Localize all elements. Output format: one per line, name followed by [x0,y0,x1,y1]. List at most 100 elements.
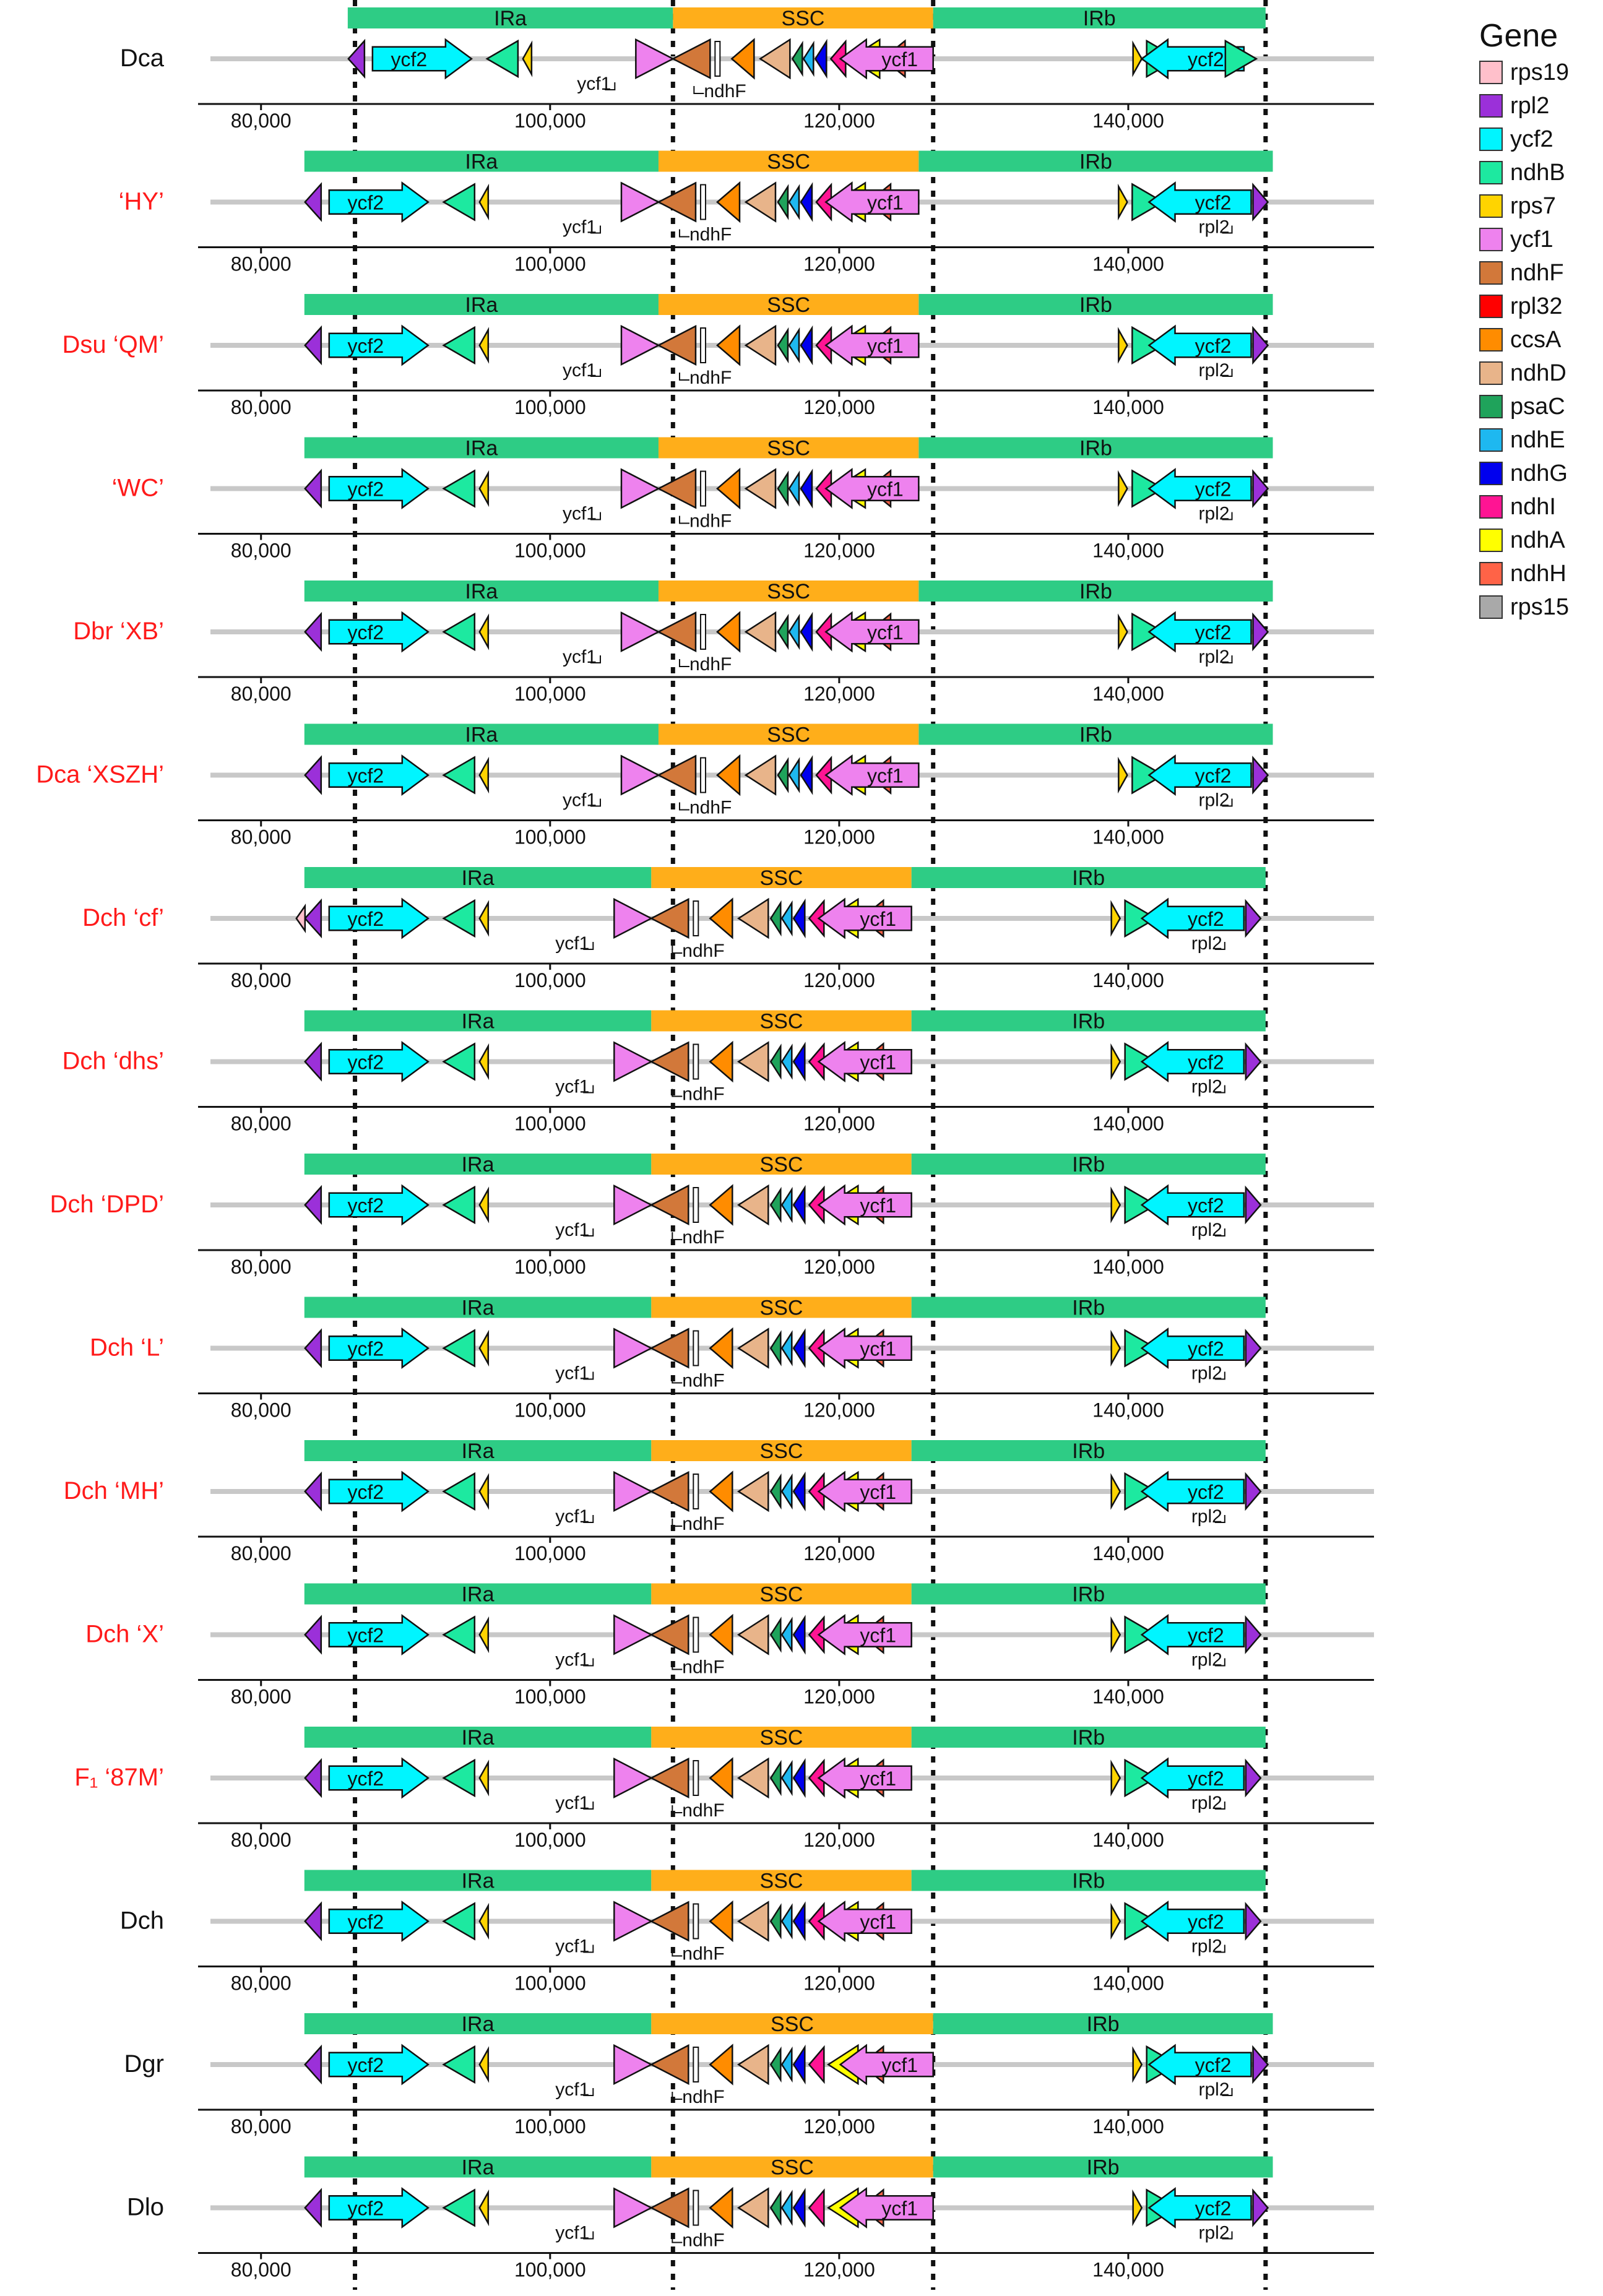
region-label-IRa: IRa [465,723,498,747]
gene-ycf1 [824,324,920,366]
ycf1-elbow [583,1515,594,1523]
gene-ndhD [737,897,769,939]
gene-ycf1-fragment [613,1901,654,1942]
gene-ndhD [737,1184,769,1226]
rpl2-label: rpl2 [1198,360,1229,381]
region-SSC [651,2013,933,2034]
gene-rpl2-b [1252,183,1269,222]
region-label-IRb: IRb [1072,1726,1105,1750]
gene-ndhE [788,757,800,793]
gene-ycf1-label: ycf1 [881,48,918,71]
gene-ndhB-b [1124,1185,1158,1225]
region-IRb [933,2013,1273,2034]
region-IRa [304,1870,652,1891]
legend-item-ndhF: ndhF [1479,256,1569,290]
gene-ycf1 [817,1901,912,1942]
axis-tick-label: 80,000 [231,1686,292,1708]
gene-ycf2 [328,1041,430,1082]
gene-rpl2-b [1252,612,1269,652]
rpl2-elbow [1222,225,1233,234]
gene-ndhB [485,39,519,79]
ycf1-elbow [583,1085,594,1094]
axis-tick-label: 120,000 [803,826,875,848]
axis-tick-label: 80,000 [231,2115,292,2138]
gene-ndhE [788,613,800,650]
ndhF-elbow [672,1662,683,1670]
gene-rps7-b [1118,327,1128,364]
gene-rpl2-b [1252,469,1269,508]
gene-rps7 [478,1043,490,1081]
gene-ndhG [792,2188,806,2228]
species-label: Dca ‘XSZH’ [36,761,164,788]
region-IRa [304,437,659,459]
gene-ycf1-label: ycf1 [860,1911,896,1933]
ycf1-elbow [583,1944,594,1953]
gene-ndhB [442,612,476,652]
gene-ycf2-b-label: ycf2 [1188,1051,1224,1074]
gene-ycf1 [817,1757,912,1799]
axis-tick-label: 140,000 [1092,253,1164,275]
region-label-SSC: SSC [760,1439,803,1463]
legend-label: rpl32 [1510,293,1563,319]
axis-tick-label: 140,000 [1092,1113,1164,1135]
region-SSC [651,2156,933,2178]
region-label-SSC: SSC [760,1583,803,1607]
gene-ycf2-b [1147,611,1252,653]
gene-ndhB-b [1124,1042,1158,1081]
gene-ycf2 [328,611,430,653]
region-SSC [651,1583,912,1605]
track-9: IRa SSC IRb Dch ‘L’ ycf2 ycf1 ndhF ycf1 ycf2 rpl2… [90,1297,1374,1422]
region-label-SSC: SSC [771,2156,814,2180]
gene-ycf2-b [1140,897,1245,939]
ndhF-label: ndhF [682,2230,724,2251]
ycf1-elbow [583,1228,594,1236]
gene-ndhB [442,1615,476,1654]
gene-ycf1 [824,754,920,796]
axis-tick-label: 120,000 [803,969,875,991]
species-label: Dgr [124,2050,164,2078]
gene-ycf2 [328,1184,430,1226]
gene-ycf1 [824,468,920,509]
rpl2-label: rpl2 [1191,1793,1222,1813]
gene-ndhF [657,754,697,796]
gene-rpl2-b [1252,326,1269,365]
axis-tick-label: 100,000 [514,1113,586,1135]
gene-rps7-b [1110,1186,1121,1224]
legend-label: ndhD [1510,360,1566,386]
rpl2-elbow [1214,1944,1225,1953]
gene-ycf2 [328,181,430,223]
axis-tick-label: 120,000 [803,1972,875,1995]
gene-ycf1 [824,181,920,223]
region-label-IRb: IRb [1072,1439,1105,1463]
gene-rpl2-b [1245,1472,1262,1511]
gene-ycf2 [328,2044,430,2086]
gene-ycf1-label: ycf1 [867,192,904,214]
track-11: IRa SSC IRb Dch ‘X’ ycf2 ycf1 ndhF ycf1 ycf2 rpl2… [85,1583,1374,1708]
gene-ndhD [737,1470,769,1513]
gene-ndhG [792,1042,806,1082]
gene-ndhE [780,1043,793,1080]
gene-rpl2 [304,1328,322,1368]
ndhF-label: ndhF [689,798,732,818]
legend-swatch-rpl2 [1479,94,1503,118]
rpl2-elbow [1214,1228,1225,1236]
ycf1-label: ycf1 [555,1506,589,1527]
gene-ccsA [709,1900,733,1943]
gene-psaC [777,757,789,793]
axis-tick-label: 100,000 [514,2259,586,2281]
ycf1-label: ycf1 [577,74,611,94]
species-label: Dch ‘cf’ [82,904,164,931]
gene-psaC [769,2190,782,2226]
gene-ndhF [649,2044,689,2086]
gene-ycf2-label: ycf2 [347,1911,384,1933]
region-label-IRa: IRa [465,293,498,317]
legend-swatch-rps7 [1479,194,1503,218]
gene-ycf2 [328,1614,430,1655]
gene-ycf2-label: ycf2 [347,1481,384,1503]
gene-ndhF [657,611,697,653]
region-SSC [651,1010,912,1032]
region-label-SSC: SSC [760,1153,803,1176]
region-IRb [918,294,1273,315]
ycf1-label: ycf1 [563,360,597,381]
region-IRb [918,723,1273,745]
